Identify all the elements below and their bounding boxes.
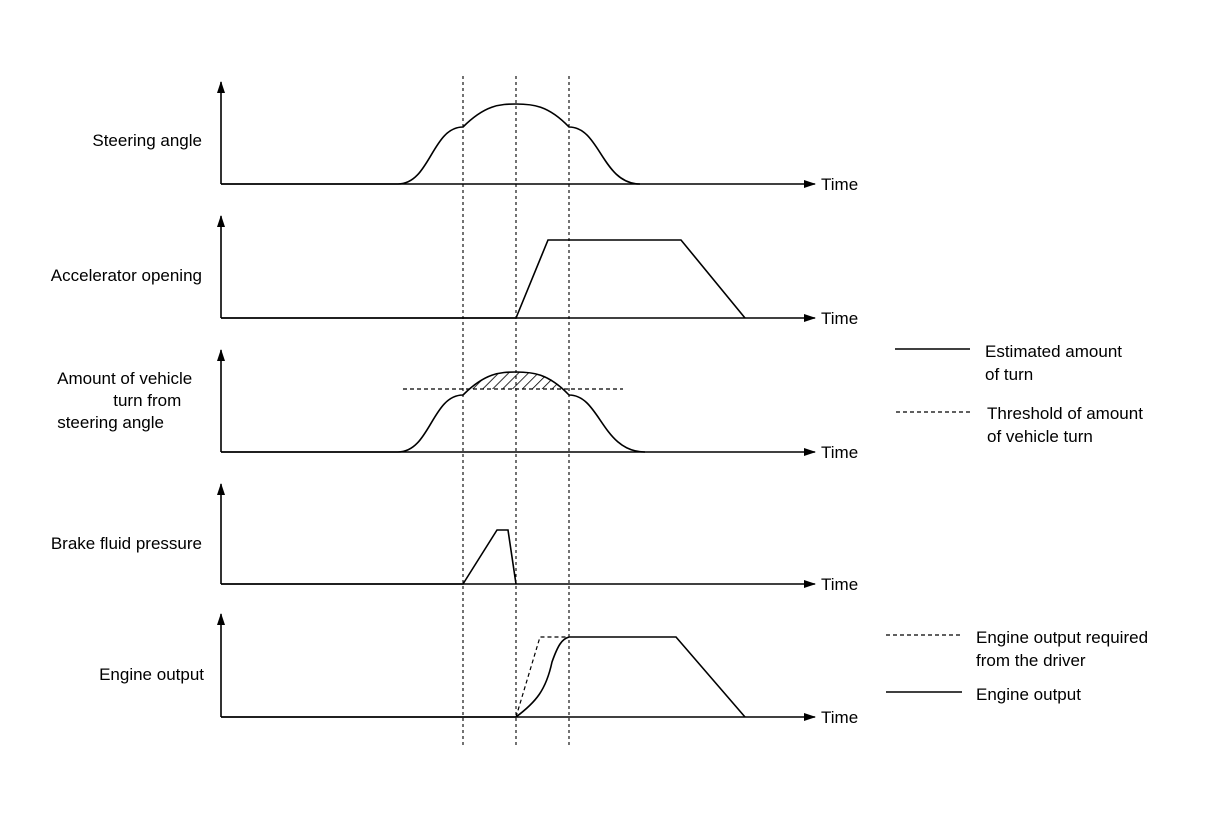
panel-engine-output: Engine output Time — [99, 613, 858, 727]
brake-pressure-curve — [221, 529, 517, 585]
legend-estimated-label: Estimated amount of turn — [985, 342, 1127, 384]
legend-required-label: Engine output required from the driver — [976, 628, 1153, 670]
legend-threshold-label: Threshold of amount of vehicle turn — [987, 404, 1148, 446]
turn-estimate-curve — [221, 371, 646, 453]
x-axis-label: Time — [821, 575, 858, 594]
x-axis-label: Time — [821, 309, 858, 328]
legend-vehicle-turn: Estimated amount of turn Threshold of am… — [895, 342, 1148, 446]
engine-required-curve — [515, 636, 569, 718]
panel-brake-fluid-pressure: Brake fluid pressure Time — [51, 483, 858, 594]
x-axis-label: Time — [821, 175, 858, 194]
x-axis-label: Time — [821, 708, 858, 727]
x-axis-label: Time — [821, 443, 858, 462]
legend-engine: Engine output required from the driver E… — [886, 628, 1153, 704]
turn-excess-hatch — [469, 372, 563, 389]
panel-steering-angle: Steering angle Time — [92, 81, 858, 194]
panel-label: Engine output — [99, 665, 204, 684]
legend-output-label: Engine output — [976, 685, 1081, 704]
steering-curve — [221, 103, 641, 185]
panel-accelerator-opening: Accelerator opening Time — [51, 215, 858, 328]
panel-label: Amount of vehicle turn from steering ang… — [57, 369, 197, 432]
panel-label: Accelerator opening — [51, 266, 202, 285]
engine-output-curve — [221, 636, 746, 718]
panel-vehicle-turn: Amount of vehicle turn from steering ang… — [57, 349, 858, 462]
panel-label: Steering angle — [92, 131, 202, 150]
panel-label: Brake fluid pressure — [51, 534, 202, 553]
accelerator-curve — [221, 239, 746, 319]
